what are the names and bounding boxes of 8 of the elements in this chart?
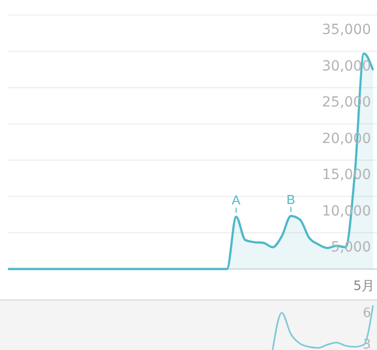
y-tick-label: 3 xyxy=(362,338,371,350)
y-tick-label: 6 xyxy=(362,306,371,321)
line-series xyxy=(272,304,374,350)
annotation: B xyxy=(286,192,296,208)
y-tick-label: 5,000 xyxy=(330,240,371,256)
y-tick-label: 35,000 xyxy=(322,22,371,38)
annotation: A xyxy=(232,192,241,208)
x-tick-label: 5月 xyxy=(353,279,375,294)
